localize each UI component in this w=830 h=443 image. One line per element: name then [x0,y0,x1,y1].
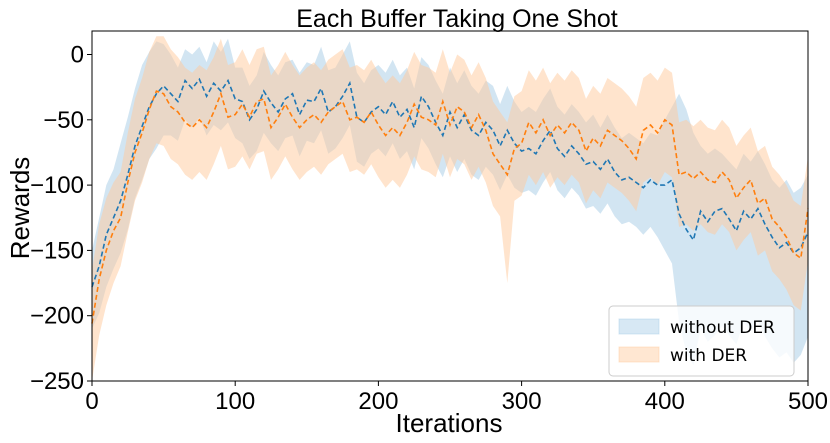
series-lines [91,77,809,324]
x-tick-label: 400 [645,388,685,415]
y-tick-label: −100 [30,172,84,199]
band-with-der [92,36,808,381]
y-axis-ticks: 0 −50 −100 −150 −200 −250 [30,42,92,395]
x-tick-label: 300 [502,388,542,415]
x-tick-label: 200 [358,388,398,415]
legend-swatch-with-der [618,346,660,363]
line-with-der [91,90,809,324]
y-tick-label: −250 [30,368,84,395]
legend: without DER with DER [608,305,795,377]
legend-swatch-without-der [618,318,660,335]
y-tick-label: −50 [43,107,84,134]
x-tick-label: 500 [788,388,828,415]
x-axis-label: Iterations [396,408,503,438]
x-axis-ticks: 0 100 200 300 400 500 [85,381,828,415]
legend-label-with-der: with DER [670,346,747,366]
y-tick-label: −200 [30,303,84,330]
confidence-bands [92,36,808,381]
chart-title: Each Buffer Taking One Shot [296,5,618,33]
x-tick-label: 100 [215,388,255,415]
y-axis-label: Rewards [5,157,35,260]
legend-label-without-der: without DER [670,318,775,338]
y-tick-label: −150 [30,237,84,264]
x-tick-label: 0 [85,388,98,415]
y-tick-label: 0 [71,42,84,69]
plot-frame [91,30,809,382]
line-without-der [91,77,809,288]
legend-box [608,305,795,377]
